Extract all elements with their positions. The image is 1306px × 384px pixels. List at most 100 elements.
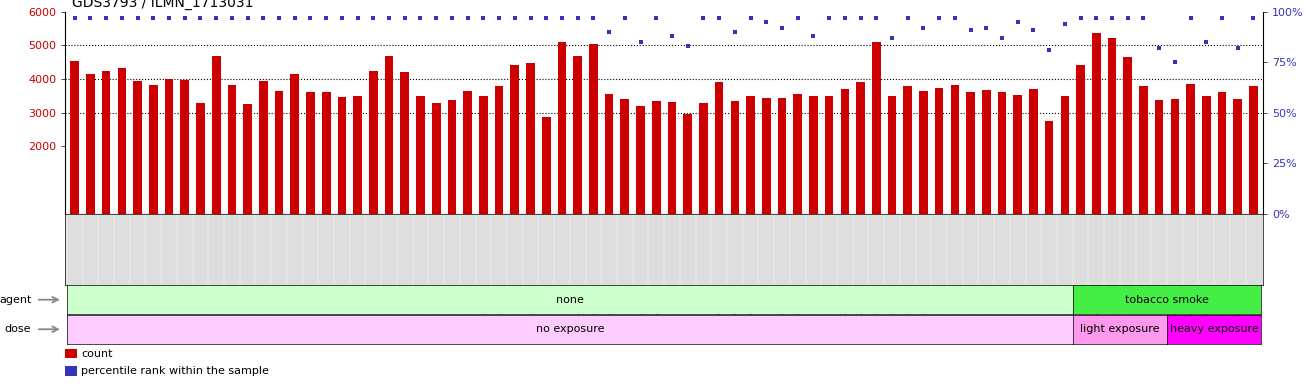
Bar: [227, 85, 236, 214]
Point: [80, 15, 101, 21]
Bar: [495, 86, 503, 214]
Point: [614, 15, 635, 21]
Point: [1165, 59, 1186, 65]
Bar: [951, 85, 959, 214]
Bar: [65, 349, 77, 358]
Bar: [1123, 57, 1132, 214]
Bar: [714, 82, 724, 214]
Point: [551, 15, 572, 21]
Bar: [401, 72, 409, 214]
Point: [441, 15, 462, 21]
Bar: [86, 74, 95, 214]
Bar: [71, 61, 80, 214]
Point: [1101, 15, 1122, 21]
Point: [678, 43, 699, 49]
Point: [662, 33, 683, 39]
Point: [772, 25, 793, 31]
Bar: [605, 94, 614, 214]
Bar: [1186, 84, 1195, 214]
Bar: [165, 79, 174, 214]
Point: [725, 29, 746, 35]
Bar: [1092, 33, 1101, 214]
Bar: [667, 103, 677, 214]
Point: [457, 15, 478, 21]
Point: [520, 15, 541, 21]
Bar: [526, 63, 535, 214]
Bar: [652, 101, 661, 214]
Point: [693, 15, 714, 21]
Point: [363, 15, 384, 21]
Point: [1070, 15, 1091, 21]
Point: [598, 29, 619, 35]
Point: [582, 15, 603, 21]
Bar: [118, 68, 127, 214]
Bar: [761, 98, 771, 214]
Point: [426, 15, 447, 21]
Bar: [1045, 121, 1054, 214]
Bar: [1202, 96, 1211, 214]
Bar: [573, 56, 582, 214]
Point: [127, 15, 148, 21]
Bar: [998, 92, 1007, 214]
Bar: [904, 86, 912, 214]
Bar: [636, 106, 645, 214]
Bar: [872, 42, 880, 214]
Point: [645, 15, 666, 21]
Bar: [746, 96, 755, 214]
Point: [866, 15, 887, 21]
Bar: [432, 103, 440, 214]
Point: [897, 15, 918, 21]
Point: [300, 15, 321, 21]
Bar: [385, 56, 393, 214]
Point: [1085, 15, 1106, 21]
Point: [253, 15, 274, 21]
Point: [222, 15, 243, 21]
Text: no exposure: no exposure: [535, 324, 605, 334]
Point: [347, 15, 368, 21]
Point: [238, 15, 259, 21]
Bar: [589, 43, 598, 214]
Bar: [196, 103, 205, 214]
Bar: [448, 100, 456, 214]
Text: count: count: [81, 349, 112, 359]
Point: [1038, 47, 1059, 53]
Bar: [542, 117, 551, 214]
Point: [206, 15, 227, 21]
Bar: [65, 366, 77, 376]
Point: [332, 15, 353, 21]
Point: [535, 15, 556, 21]
Point: [1243, 15, 1264, 21]
Point: [1118, 15, 1139, 21]
Bar: [1155, 100, 1164, 214]
Bar: [370, 71, 377, 214]
Point: [882, 35, 902, 41]
Bar: [793, 94, 802, 214]
Bar: [417, 96, 424, 214]
Bar: [1076, 65, 1085, 214]
Point: [488, 15, 509, 21]
Bar: [699, 103, 708, 214]
Bar: [212, 56, 221, 214]
Text: dose: dose: [5, 324, 31, 334]
Bar: [888, 96, 896, 214]
Bar: [511, 65, 518, 214]
Point: [95, 15, 116, 21]
Bar: [1170, 99, 1179, 214]
Bar: [730, 101, 739, 214]
Point: [1054, 21, 1075, 27]
Point: [1023, 26, 1043, 33]
Point: [991, 35, 1012, 41]
Point: [567, 15, 588, 21]
Point: [504, 15, 525, 21]
Point: [174, 15, 195, 21]
Point: [944, 15, 965, 21]
Bar: [1233, 99, 1242, 214]
Bar: [274, 91, 283, 214]
Point: [960, 26, 981, 33]
Bar: [1217, 92, 1226, 214]
Point: [1007, 18, 1028, 25]
Text: percentile rank within the sample: percentile rank within the sample: [81, 366, 269, 376]
Bar: [337, 98, 346, 214]
Point: [64, 15, 85, 21]
Point: [850, 15, 871, 21]
